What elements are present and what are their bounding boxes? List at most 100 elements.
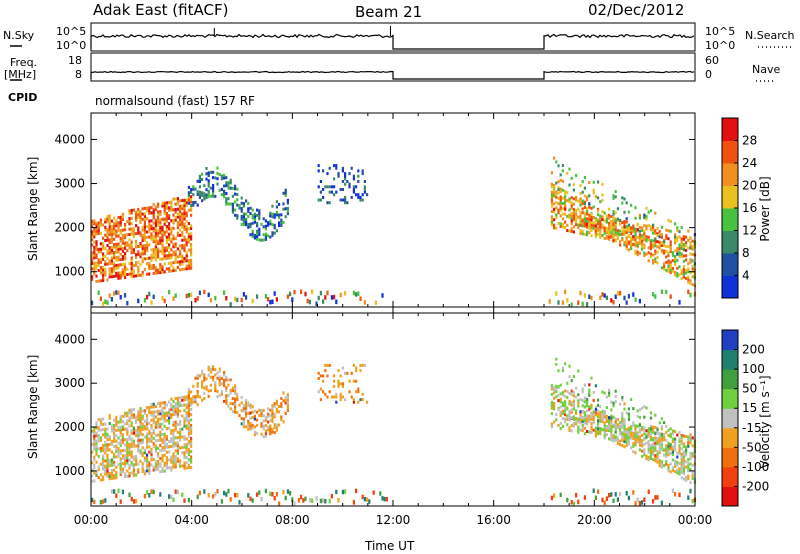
- echo-cell: [102, 417, 105, 421]
- echo-cell: [240, 297, 243, 303]
- echo-cell: [172, 455, 175, 459]
- echo-cell: [185, 256, 188, 260]
- echo-cell: [328, 201, 331, 205]
- echo-cell: [137, 268, 140, 272]
- echo-cell: [108, 230, 111, 234]
- echo-cell: [154, 208, 157, 212]
- echo-cell: [603, 237, 606, 240]
- echo-cell: [146, 427, 149, 431]
- echo-cell: [674, 222, 677, 226]
- echo-cell: [333, 164, 336, 168]
- echo-cell: [159, 417, 162, 421]
- echo-cell: [619, 218, 622, 222]
- cpid-label: CPID: [8, 91, 38, 104]
- echo-cell: [104, 451, 107, 455]
- echo-cell: [121, 247, 124, 251]
- echo-cell: [139, 449, 142, 453]
- echo-cell: [632, 229, 635, 233]
- echo-cell: [352, 500, 355, 505]
- echo-cell: [667, 434, 670, 437]
- echo-cell: [669, 451, 672, 455]
- echo-cell: [234, 192, 237, 196]
- echo-cell: [658, 240, 661, 244]
- echo-cell: [161, 412, 164, 415]
- colorbar-swatch: [722, 486, 738, 507]
- echo-cell: [99, 436, 102, 440]
- echo-cell: [183, 451, 186, 454]
- echo-cell: [218, 370, 221, 374]
- echo-cell: [242, 204, 245, 208]
- echo-cell: [610, 222, 613, 226]
- echo-cell: [126, 300, 129, 306]
- echo-cell: [132, 463, 135, 467]
- echo-cell: [223, 399, 226, 403]
- echo-cell: [102, 301, 105, 307]
- echo-cell: [154, 415, 157, 419]
- echo-cell: [203, 391, 206, 395]
- echo-cell: [172, 261, 175, 265]
- echo-cell: [588, 220, 591, 224]
- echo-cell: [110, 235, 113, 239]
- echo-cell: [108, 422, 111, 425]
- echo-cell: [557, 191, 560, 195]
- echo-cell: [678, 461, 681, 465]
- echo-cell: [110, 450, 113, 454]
- echo-cell: [586, 404, 589, 408]
- echo-cell: [121, 239, 124, 243]
- echo-cell: [319, 190, 322, 194]
- echo-cell: [685, 450, 688, 454]
- echo-cell: [577, 404, 580, 408]
- echo-cell: [113, 445, 116, 448]
- echo-cell: [689, 436, 692, 439]
- echo-cell: [141, 247, 144, 250]
- echo-cell: [344, 177, 347, 181]
- echo-cell: [341, 198, 344, 202]
- echo-cell: [187, 414, 190, 418]
- echo-cell: [154, 205, 157, 209]
- echo-cell: [680, 442, 683, 445]
- echo-cell: [148, 235, 151, 239]
- echo-cell: [110, 256, 113, 260]
- echo-cell: [619, 439, 622, 443]
- echo-cell: [174, 293, 177, 298]
- echo-cell: [128, 243, 131, 247]
- echo-cell: [117, 271, 120, 275]
- echo-cell: [97, 428, 100, 432]
- echo-cell: [152, 253, 155, 257]
- echo-cell: [674, 270, 677, 274]
- echo-cell: [104, 433, 107, 437]
- echo-cell: [634, 297, 637, 302]
- echo-cell: [150, 447, 153, 451]
- echo-cell: [663, 240, 666, 244]
- echo-cell: [183, 217, 186, 221]
- echo-cell: [212, 365, 215, 369]
- echo-cell: [185, 259, 188, 263]
- echo-cell: [128, 448, 131, 452]
- echo-cell: [621, 417, 624, 420]
- echo-cell: [128, 435, 131, 438]
- echo-cell: [97, 418, 100, 422]
- echo-cell: [225, 199, 228, 203]
- echo-cell: [623, 225, 626, 229]
- echo-cell: [654, 294, 657, 299]
- echo-cell: [198, 374, 201, 378]
- echo-cell: [682, 267, 685, 271]
- echo-cell: [638, 225, 641, 229]
- echo-cell: [691, 463, 694, 467]
- echo-cell: [141, 433, 144, 437]
- echo-cell: [124, 236, 127, 240]
- echo-cell: [647, 489, 650, 494]
- echo-cell: [231, 202, 234, 206]
- echo-cell: [190, 213, 193, 217]
- echo-cell: [161, 414, 164, 418]
- echo-cell: [163, 206, 166, 210]
- echo-cell: [676, 468, 679, 472]
- echo-cell: [110, 269, 113, 273]
- echo-cell: [680, 242, 683, 246]
- echo-cell: [619, 240, 622, 244]
- echo-cell: [249, 422, 252, 425]
- echo-cell: [623, 220, 626, 223]
- echo-cell: [185, 450, 188, 454]
- echo-cell: [179, 462, 182, 466]
- echo-cell: [621, 421, 624, 425]
